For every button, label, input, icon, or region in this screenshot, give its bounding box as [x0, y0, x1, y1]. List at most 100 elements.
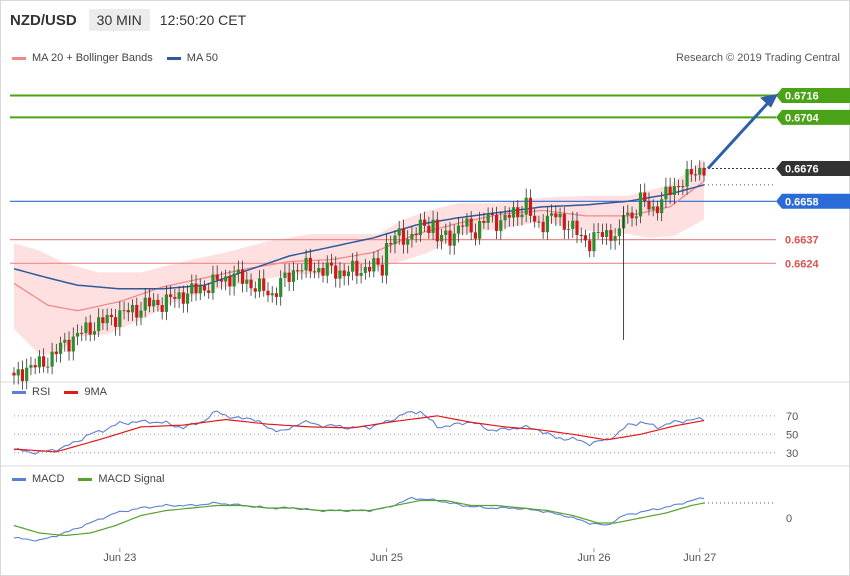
rsi-tick-label: 50: [786, 429, 798, 441]
x-tick-label: Jun 26: [577, 552, 610, 564]
candle-body: [105, 314, 109, 324]
rsi-tick-label: 70: [786, 411, 798, 423]
price-tag-0.6716: [776, 88, 850, 104]
candle: [33, 358, 37, 375]
candle: [101, 309, 105, 330]
candle: [677, 179, 681, 196]
rsi-tick-label: 30: [786, 448, 798, 460]
candle: [689, 160, 693, 182]
candle-body: [12, 372, 16, 376]
candle-body: [37, 356, 41, 368]
candle-body: [558, 213, 562, 218]
candle: [194, 274, 198, 301]
candle-body: [490, 213, 494, 215]
candle: [50, 342, 54, 375]
candle: [617, 219, 621, 246]
x-tick-label: Jun 27: [683, 552, 716, 564]
candle-body: [473, 232, 478, 239]
candle-body: [414, 233, 418, 236]
candle: [338, 261, 342, 288]
candle: [228, 270, 232, 296]
candle-body: [367, 266, 372, 272]
candle: [579, 227, 583, 243]
candle-body: [109, 314, 113, 318]
candle: [444, 223, 448, 244]
x-tick-label: Jun 25: [370, 552, 403, 564]
candle: [651, 199, 655, 217]
candle: [376, 249, 380, 272]
candle-body: [236, 269, 240, 274]
candle-body: [494, 214, 499, 231]
candle-body: [101, 317, 105, 324]
candle: [232, 265, 236, 296]
candle: [406, 230, 410, 254]
candle: [113, 308, 118, 336]
candle: [25, 358, 29, 390]
candle: [600, 223, 605, 245]
candle-body: [262, 278, 266, 291]
candle: [533, 208, 537, 228]
bollinger-band: [14, 159, 704, 355]
candle: [384, 234, 389, 284]
candle-body: [232, 273, 236, 287]
candle-body: [651, 206, 655, 210]
candle: [126, 302, 130, 322]
candle: [207, 283, 211, 299]
candle-body: [423, 219, 427, 226]
candle-body: [583, 235, 588, 241]
candle: [312, 262, 317, 279]
candle-body: [545, 215, 549, 233]
timeframe-button[interactable]: 30 MIN: [88, 9, 150, 31]
candle-body: [634, 216, 638, 219]
price-text-0.6624: 0.6624: [785, 258, 820, 270]
candle: [439, 228, 444, 250]
candle: [668, 177, 672, 204]
candle: [29, 356, 33, 376]
candle: [698, 160, 702, 181]
candle-body: [537, 221, 541, 223]
candle-body: [461, 225, 465, 227]
candle-body: [418, 219, 422, 236]
candle: [71, 327, 75, 361]
candle: [431, 210, 435, 240]
candle-body: [224, 276, 228, 282]
candle: [274, 287, 279, 306]
candle-body: [334, 265, 338, 279]
candle-body: [554, 213, 558, 218]
candle: [266, 282, 270, 303]
candle: [418, 213, 422, 242]
candle-body: [173, 297, 177, 299]
candle: [647, 192, 651, 216]
macd-legend: MACD MACD Signal: [12, 473, 164, 485]
candle-body: [613, 236, 617, 241]
candle: [215, 265, 219, 288]
candle-body: [300, 270, 304, 272]
legend-label-ma20: MA 20 + Bollinger Bands: [32, 52, 153, 64]
candle: [173, 289, 177, 308]
timestamp: 12:50:20 CET: [159, 12, 247, 28]
candle-body: [287, 272, 291, 282]
legend-label-rsi: RSI: [32, 386, 51, 398]
candle-body: [456, 225, 461, 234]
candle-body: [71, 336, 75, 352]
candle: [655, 200, 660, 221]
candle: [143, 288, 147, 318]
candle-body: [143, 297, 147, 311]
candle: [185, 285, 190, 313]
candle: [334, 256, 338, 288]
candle-body: [672, 186, 676, 195]
candle: [325, 255, 329, 284]
candle: [643, 183, 647, 208]
candle-body: [486, 213, 490, 223]
candle: [135, 297, 139, 326]
candle: [427, 216, 431, 239]
candle: [672, 177, 676, 205]
candle-body: [304, 257, 308, 271]
candle-body: [156, 299, 160, 306]
candle-body: [169, 294, 173, 298]
candle-body: [228, 276, 232, 287]
candle-body: [80, 332, 84, 334]
candle: [80, 325, 84, 342]
candle: [575, 211, 579, 244]
